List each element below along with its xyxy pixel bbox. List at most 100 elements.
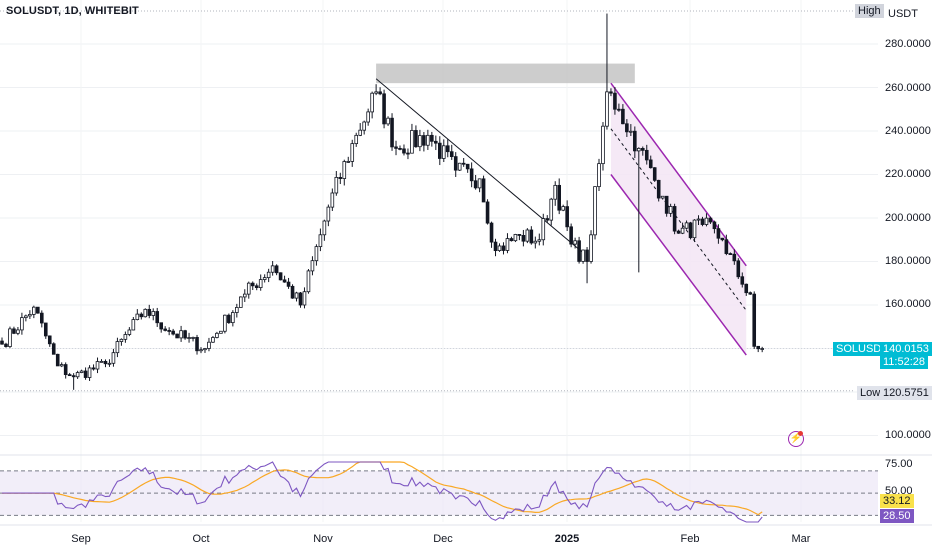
candle-body <box>485 201 490 224</box>
y-tick-label: 240.0000 <box>885 125 931 137</box>
candle-body <box>732 253 737 262</box>
candle-body <box>601 125 605 165</box>
candle-body <box>151 311 156 316</box>
candle-body <box>449 151 454 158</box>
candle-body <box>640 147 645 151</box>
candle-body <box>135 313 140 320</box>
channel-mid-line <box>610 128 747 311</box>
candle-body <box>652 167 657 181</box>
candle-body <box>338 176 343 179</box>
rsi-ma-tag: 33.12 <box>880 494 914 508</box>
candle-body <box>700 218 705 225</box>
candle-body <box>744 283 749 294</box>
candle-body <box>493 241 498 252</box>
candle-body <box>171 330 175 335</box>
candle-body <box>656 179 661 199</box>
y-tick-label: 260.0000 <box>885 82 931 94</box>
candle-body <box>437 142 442 159</box>
candle-body <box>692 219 697 239</box>
candle-body <box>32 306 36 315</box>
candles-group <box>0 13 764 390</box>
candle-body <box>47 335 52 345</box>
candle-body <box>585 249 589 262</box>
high-tag: High <box>855 4 884 18</box>
candle-body <box>736 260 741 278</box>
candle-body <box>123 334 128 340</box>
candle-body <box>354 134 359 145</box>
rsi-tick-label: 75.00 <box>885 458 913 470</box>
y-tick-label: 220.0000 <box>885 168 931 180</box>
candle-body <box>358 129 362 136</box>
candle-body <box>418 135 422 148</box>
candle-body <box>4 343 8 347</box>
candle-body <box>513 234 518 242</box>
candle-body <box>672 206 677 232</box>
candle-body <box>91 367 96 370</box>
candle-body <box>688 222 693 239</box>
candle-body <box>155 311 160 324</box>
candle-body <box>12 328 16 334</box>
candle-body <box>203 348 207 351</box>
candle-body <box>469 168 474 182</box>
candle-body <box>434 140 438 144</box>
x-tick-label: Mar <box>791 533 811 545</box>
candle-body <box>644 149 649 161</box>
candle-body <box>83 370 88 378</box>
candle-body <box>8 328 12 347</box>
candle-body <box>740 276 745 285</box>
candle-body <box>131 319 136 331</box>
candle-body <box>314 246 319 262</box>
channel-fill <box>610 83 747 356</box>
lightning-icon[interactable]: ⚡ <box>788 431 804 447</box>
candle-body <box>219 330 223 334</box>
candle-body <box>250 282 255 287</box>
candle-body <box>95 361 100 370</box>
candle-body <box>537 239 542 242</box>
trendline <box>375 78 584 254</box>
x-tick-label: 2025 <box>554 533 580 545</box>
candle-body <box>79 370 84 373</box>
candle-body <box>541 218 546 241</box>
candle-body <box>318 234 323 248</box>
last-price-tag: 140.0153 <box>880 342 932 356</box>
candle-body <box>254 285 259 288</box>
candle-body <box>374 91 378 94</box>
candle-body <box>481 178 486 203</box>
candle-body <box>199 349 203 352</box>
candle-body <box>426 134 430 146</box>
candle-body <box>461 162 466 165</box>
low-value-tag: 120.5751 <box>880 386 932 400</box>
candle-body <box>621 108 625 125</box>
low-label-tag: Low <box>857 386 884 400</box>
candle-body <box>748 292 753 295</box>
candle-body <box>115 341 120 354</box>
candle-body <box>175 333 179 339</box>
candle-body <box>183 330 187 339</box>
candle-body <box>664 195 669 214</box>
candle-body <box>270 265 275 273</box>
candle-body <box>676 230 681 234</box>
candle-body <box>278 272 283 281</box>
candle-body <box>529 229 534 244</box>
y-tick-label: 200.0000 <box>885 212 931 224</box>
candle-body <box>163 328 167 331</box>
candle-body <box>668 206 673 214</box>
candle-body <box>330 192 335 208</box>
candle-body <box>712 221 717 230</box>
candle-body <box>302 291 307 306</box>
candle-body <box>605 91 609 127</box>
candle-body <box>553 184 558 200</box>
candle-body <box>597 163 601 188</box>
candle-body <box>0 340 4 345</box>
candle-body <box>191 337 195 339</box>
candle-body <box>51 343 56 355</box>
candle-body <box>465 163 470 170</box>
x-tick-label: Oct <box>192 533 210 545</box>
candle-body <box>406 152 410 155</box>
candle-body <box>99 360 104 363</box>
candle-body <box>525 229 530 242</box>
candle-body <box>497 245 502 252</box>
candle-body <box>557 184 561 211</box>
